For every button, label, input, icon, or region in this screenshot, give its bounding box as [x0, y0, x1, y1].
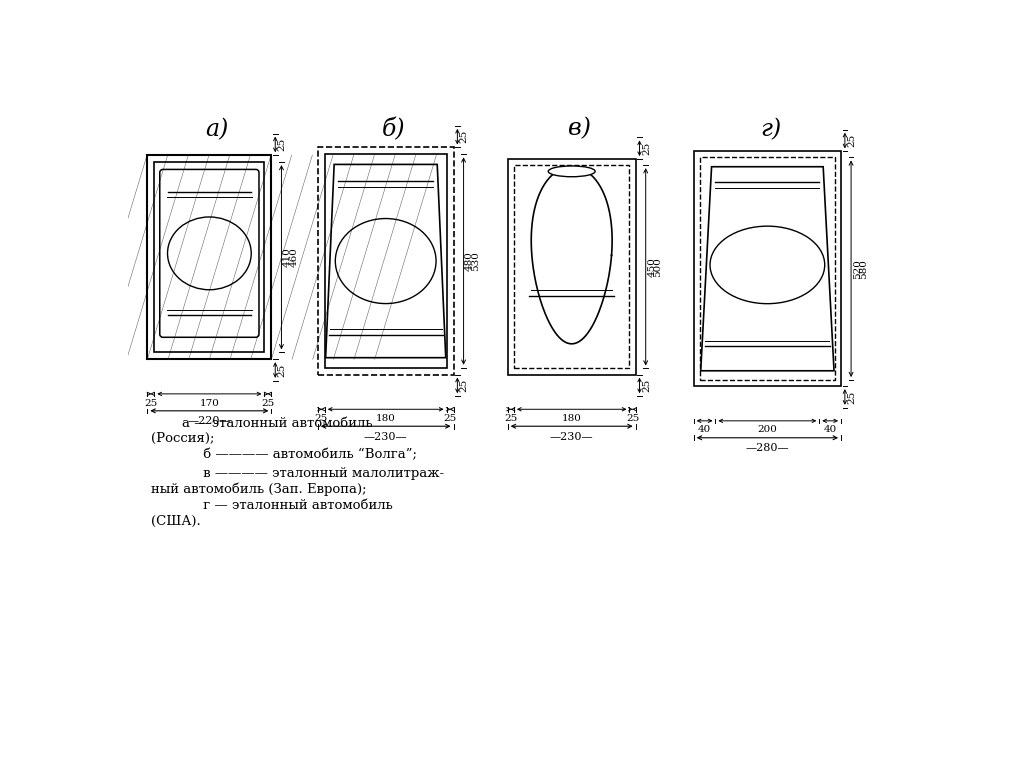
Text: 480: 480	[465, 251, 474, 271]
Bar	[155, 162, 264, 352]
FancyBboxPatch shape	[160, 170, 259, 337]
Text: —230—: —230—	[364, 432, 408, 442]
Ellipse shape	[548, 166, 595, 176]
Text: 25: 25	[642, 142, 651, 155]
Text: 25: 25	[261, 399, 274, 407]
Text: 40: 40	[823, 426, 837, 434]
Text: 25: 25	[278, 364, 287, 377]
Text: а — эталонный автомобиль: а — эталонный автомобиль	[182, 417, 373, 430]
Text: а): а)	[206, 118, 228, 141]
Bar	[508, 159, 636, 374]
Text: г): г)	[761, 118, 782, 141]
Text: 25: 25	[460, 379, 469, 392]
Text: 25: 25	[144, 399, 158, 407]
Text: 25: 25	[460, 130, 469, 143]
Ellipse shape	[710, 226, 824, 304]
Bar	[317, 147, 454, 374]
Bar	[700, 157, 835, 380]
Bar	[514, 165, 630, 368]
Text: 170: 170	[200, 399, 219, 407]
Bar	[693, 151, 841, 386]
Text: 40: 40	[698, 426, 712, 434]
Text: г — эталонный автомобиль: г — эталонный автомобиль	[182, 499, 393, 512]
Text: (Россия);: (Россия);	[152, 433, 215, 446]
Polygon shape	[326, 164, 445, 357]
Text: 25: 25	[642, 379, 651, 392]
Text: 25: 25	[314, 414, 328, 423]
Text: 25: 25	[847, 134, 856, 147]
Bar	[147, 155, 271, 359]
Text: 200: 200	[758, 426, 777, 434]
Polygon shape	[700, 166, 834, 370]
Text: —230—: —230—	[550, 432, 594, 442]
Text: 500: 500	[653, 257, 663, 277]
Text: 25: 25	[847, 390, 856, 403]
Ellipse shape	[335, 219, 436, 304]
Text: 25: 25	[278, 138, 287, 151]
Text: б): б)	[382, 118, 406, 141]
Text: (США).: (США).	[152, 515, 201, 528]
Text: 25: 25	[626, 414, 639, 423]
Text: 180: 180	[376, 414, 395, 423]
Text: 450: 450	[647, 257, 656, 277]
Text: —220—: —220—	[187, 416, 231, 426]
Text: в ———— эталонный малолитраж-: в ———— эталонный малолитраж-	[182, 467, 444, 480]
Text: 530: 530	[471, 251, 480, 271]
Text: 520: 520	[853, 258, 861, 278]
Text: —280—: —280—	[745, 443, 790, 453]
Text: 25: 25	[443, 414, 457, 423]
Text: 25: 25	[504, 414, 517, 423]
Text: ный автомобиль (Зап. Европа);: ный автомобиль (Зап. Европа);	[152, 482, 367, 496]
Polygon shape	[531, 166, 612, 344]
Text: в): в)	[568, 117, 591, 140]
Text: б ———— автомобиль “Волга”;: б ———— автомобиль “Волга”;	[182, 448, 417, 461]
Bar	[325, 154, 446, 367]
Text: 180: 180	[562, 414, 582, 423]
Text: 410: 410	[283, 247, 292, 267]
Bar	[147, 155, 271, 359]
Ellipse shape	[168, 217, 251, 290]
Text: 580: 580	[859, 258, 867, 278]
Text: 460: 460	[289, 247, 298, 267]
Bar	[155, 162, 264, 352]
